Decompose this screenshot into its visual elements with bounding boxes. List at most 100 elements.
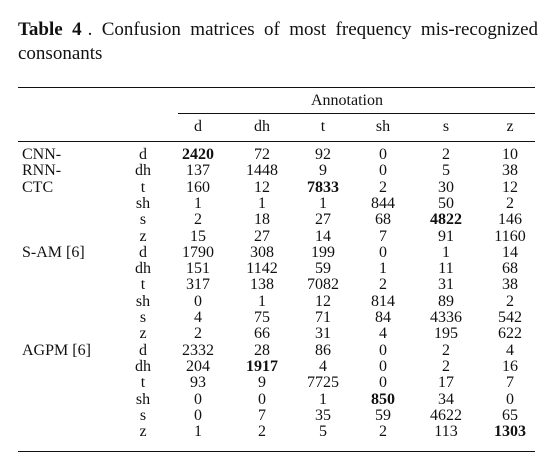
- cell: 2: [442, 341, 450, 359]
- cell: 1303: [494, 423, 526, 441]
- cell: 27: [315, 211, 331, 229]
- cell: 2332: [182, 341, 214, 359]
- column-header: sh: [375, 118, 391, 135]
- cell: 1: [442, 243, 450, 261]
- cell: 75: [254, 309, 270, 326]
- cell: 2420: [182, 146, 214, 163]
- cell: 84: [375, 309, 391, 326]
- cell: 814: [371, 292, 395, 310]
- group-label: AGPM [6]: [22, 341, 91, 359]
- cell: 0: [506, 390, 514, 408]
- cell: 14: [502, 243, 518, 261]
- header-rule: [178, 113, 535, 114]
- bottom-rule: [18, 451, 535, 452]
- cell: 160: [186, 178, 210, 196]
- cell: 4: [506, 341, 514, 359]
- cell: 1142: [246, 260, 278, 278]
- row-label: sh: [135, 194, 151, 212]
- row-label: s: [139, 211, 147, 229]
- cell: 7: [379, 227, 387, 245]
- cell: 850: [371, 390, 395, 408]
- cell: 7: [506, 374, 514, 392]
- cell: 2: [442, 357, 450, 375]
- cell: 1160: [494, 227, 526, 245]
- cell: 113: [434, 423, 458, 441]
- cell: 34: [438, 390, 454, 408]
- cell: 59: [375, 406, 391, 424]
- cell: 86: [315, 341, 331, 359]
- cell: 35: [315, 406, 331, 424]
- row-label: s: [139, 406, 147, 424]
- column-header: d: [194, 118, 202, 135]
- cell: 542: [498, 309, 522, 326]
- cell: 12: [254, 178, 270, 196]
- cell: 1917: [246, 357, 278, 375]
- annotation-header: Annotation: [311, 92, 383, 109]
- cell: 5: [319, 423, 327, 441]
- row-label: t: [140, 178, 146, 196]
- column-header: t: [320, 118, 326, 135]
- group-label: RNN-: [22, 162, 62, 180]
- cell: 0: [194, 292, 202, 310]
- cell: 7833: [307, 178, 339, 196]
- row-label: d: [139, 146, 147, 163]
- cell: 16: [502, 357, 518, 375]
- cell: 1: [379, 260, 387, 278]
- cell: 1: [319, 390, 327, 408]
- cell: 1: [194, 194, 202, 212]
- cell: 31: [315, 325, 331, 343]
- cell: 71: [315, 309, 331, 326]
- cell: 14: [315, 227, 331, 245]
- cell: 0: [194, 390, 202, 408]
- cell: 68: [502, 260, 518, 278]
- top-rule: [18, 87, 535, 88]
- cell: 17: [438, 374, 454, 392]
- cell: 65: [502, 406, 518, 424]
- row-label: t: [140, 276, 146, 294]
- cell: 204: [186, 357, 210, 375]
- cell: 0: [379, 162, 387, 180]
- cell: 12: [502, 178, 518, 196]
- cell: 2: [442, 146, 450, 163]
- row-label: d: [139, 243, 147, 261]
- cell: 2: [379, 178, 387, 196]
- cell: 7: [258, 406, 266, 424]
- cell: 2: [379, 423, 387, 441]
- cell: 66: [254, 325, 270, 343]
- cell: 9: [319, 162, 327, 180]
- row-label: z: [139, 423, 147, 441]
- cell: 27: [254, 227, 270, 245]
- cell: 92: [315, 146, 331, 163]
- cell: 0: [379, 341, 387, 359]
- mid-rule: [18, 141, 535, 142]
- cell: 0: [379, 243, 387, 261]
- cell: 1790: [182, 243, 214, 261]
- cell: 59: [315, 260, 331, 278]
- cell: 4: [194, 309, 202, 326]
- column-header: dh: [254, 118, 270, 135]
- group-label: CTC: [22, 178, 54, 196]
- cell: 1: [319, 194, 327, 212]
- cell: 38: [502, 276, 518, 294]
- cell: 93: [190, 374, 206, 392]
- cell: 18: [254, 211, 270, 229]
- cell: 138: [250, 276, 274, 294]
- caption-label: Table 4: [18, 19, 82, 40]
- cell: 151: [186, 260, 210, 278]
- cell: 1: [258, 194, 266, 212]
- cell: 195: [434, 325, 458, 343]
- cell: 28: [254, 341, 270, 359]
- cell: 5: [442, 162, 450, 180]
- cell: 4336: [430, 309, 462, 326]
- cell: 72: [254, 146, 270, 163]
- cell: 31: [438, 276, 454, 294]
- cell: 844: [371, 194, 395, 212]
- cell: 0: [194, 406, 202, 424]
- cell: 30: [438, 178, 454, 196]
- cell: 7725: [307, 374, 339, 392]
- cell: 0: [258, 390, 266, 408]
- cell: 622: [498, 325, 522, 343]
- caption: Table 4. Confusion matrices of most freq…: [18, 19, 538, 64]
- row-label: z: [139, 227, 147, 245]
